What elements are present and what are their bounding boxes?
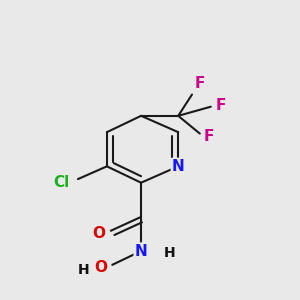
Text: O: O — [92, 226, 105, 241]
Text: F: F — [215, 98, 226, 113]
Text: H: H — [164, 245, 175, 260]
Text: O: O — [94, 260, 107, 275]
Text: F: F — [203, 129, 214, 144]
Text: Cl: Cl — [53, 175, 70, 190]
Text: H: H — [77, 263, 89, 278]
Text: N: N — [135, 244, 148, 259]
Text: F: F — [195, 76, 205, 91]
Text: N: N — [172, 159, 184, 174]
